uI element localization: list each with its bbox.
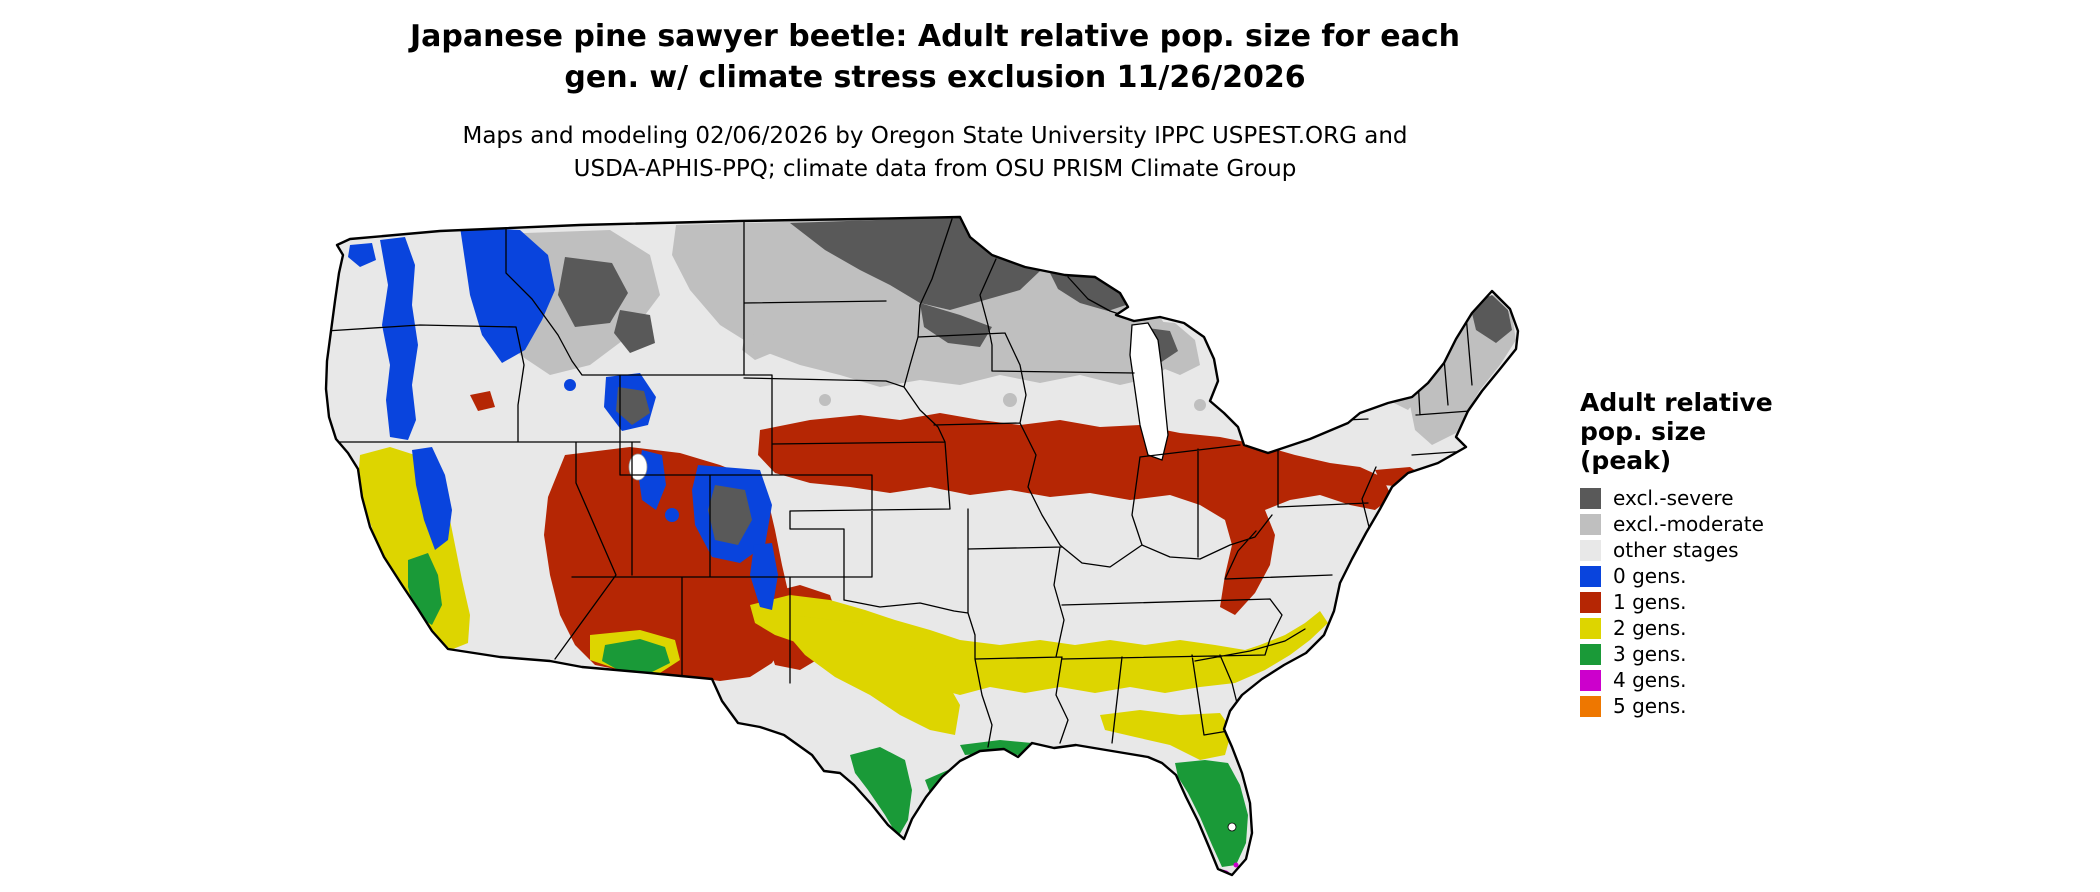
- region-shape: [1003, 393, 1017, 407]
- region-shape: [788, 615, 960, 735]
- us-map-svg: [324, 215, 1520, 877]
- legend-item-excl-moderate: excl.-moderate: [1580, 511, 1880, 537]
- legend-label: 5 gens.: [1613, 693, 1687, 718]
- legend-items: excl.-severe excl.-moderate other stages…: [1580, 485, 1880, 719]
- swatch-rect: [1580, 643, 1601, 665]
- map-subtitle-line1: Maps and modeling 02/06/2026 by Oregon S…: [462, 123, 1408, 149]
- legend-title: Adult relative pop. size (peak): [1580, 388, 1880, 475]
- swatch-rect: [1580, 591, 1601, 613]
- map-subtitle: Maps and modeling 02/06/2026 by Oregon S…: [0, 120, 1870, 186]
- map-title-line1: Japanese pine sawyer beetle: Adult relat…: [409, 19, 1461, 54]
- swatch-rect: [1580, 513, 1601, 535]
- swatch-rect: [1580, 565, 1601, 587]
- region-shape: [614, 310, 655, 353]
- lake-michigan: [1129, 322, 1169, 461]
- region-shape: [665, 508, 679, 522]
- legend-item-5-gens: 5 gens.: [1580, 693, 1880, 719]
- legend-item-2-gens: 2 gens.: [1580, 615, 1880, 641]
- legend-item-0-gens: 0 gens.: [1580, 563, 1880, 589]
- map-region-2-gens: [358, 447, 1328, 760]
- legend-swatch-excl-moderate: [1580, 513, 1601, 535]
- legend-label: 3 gens.: [1613, 641, 1687, 666]
- legend-swatch-4-gens: [1580, 669, 1601, 691]
- legend-label: 4 gens.: [1613, 667, 1687, 692]
- map-title: Japanese pine sawyer beetle: Adult relat…: [0, 16, 1870, 98]
- legend-title-line1: Adult relative: [1580, 388, 1773, 417]
- region-shape: [380, 237, 418, 440]
- region-shape: [1050, 273, 1126, 311]
- legend-swatch-0-gens: [1580, 565, 1601, 587]
- region-shape: [564, 379, 576, 391]
- region-shape: [819, 394, 831, 406]
- region-shape: [1100, 710, 1232, 760]
- region-shape: [758, 413, 1392, 615]
- map-title-line2: gen. w/ climate stress exclusion 11/26/2…: [564, 60, 1306, 95]
- region-shape: [558, 257, 628, 327]
- legend-label: excl.-severe: [1613, 485, 1734, 510]
- swatch-rect: [1580, 539, 1601, 561]
- swatch-rect: [1580, 617, 1601, 639]
- region-shape: [460, 227, 555, 363]
- legend-label: 0 gens.: [1613, 563, 1687, 588]
- us-map: [320, 215, 1520, 880]
- legend-swatch-3-gens: [1580, 643, 1601, 665]
- legend-item-3-gens: 3 gens.: [1580, 641, 1880, 667]
- region-shape: [616, 387, 650, 425]
- legend-label: 1 gens.: [1613, 589, 1687, 614]
- swatch-rect: [1580, 669, 1601, 691]
- legend-swatch-other-stages: [1580, 539, 1601, 561]
- region-shape: [790, 217, 1040, 310]
- legend-swatch-1-gens: [1580, 591, 1601, 613]
- legend-item-1-gens: 1 gens.: [1580, 589, 1880, 615]
- region-shape: [470, 391, 495, 411]
- region-shape: [1194, 399, 1206, 411]
- us-outline: [324, 215, 1520, 877]
- swatch-rect: [1580, 695, 1601, 717]
- legend-item-other-stages: other stages: [1580, 537, 1880, 563]
- map-subtitle-line2: USDA-APHIS-PPQ; climate data from OSU PR…: [573, 156, 1297, 182]
- legend-title-line3: (peak): [1580, 446, 1672, 475]
- region-shape: [1235, 703, 1258, 723]
- legend-label: other stages: [1613, 537, 1739, 562]
- legend-label: excl.-moderate: [1613, 511, 1764, 536]
- region-shape: [742, 333, 772, 360]
- region-shape: [602, 639, 670, 673]
- region-shape: [1233, 862, 1239, 868]
- legend-swatch-2-gens: [1580, 617, 1601, 639]
- region-shape: [412, 447, 452, 550]
- swatch-rect: [1580, 487, 1601, 509]
- region-shape: [850, 747, 912, 837]
- legend-swatch-5-gens: [1580, 695, 1601, 717]
- lake-okeechobee: [1227, 822, 1237, 832]
- great-salt-lake: [628, 453, 648, 481]
- legend: Adult relative pop. size (peak) excl.-se…: [1580, 388, 1880, 719]
- legend-swatch-excl-severe: [1580, 487, 1601, 509]
- legend-label: 2 gens.: [1613, 615, 1687, 640]
- region-shape: [708, 485, 752, 545]
- legend-item-excl-severe: excl.-severe: [1580, 485, 1880, 511]
- region-shape: [1470, 295, 1512, 343]
- legend-item-4-gens: 4 gens.: [1580, 667, 1880, 693]
- region-shape: [1175, 760, 1248, 867]
- legend-title-line2: pop. size: [1580, 417, 1707, 446]
- region-shape: [348, 243, 376, 267]
